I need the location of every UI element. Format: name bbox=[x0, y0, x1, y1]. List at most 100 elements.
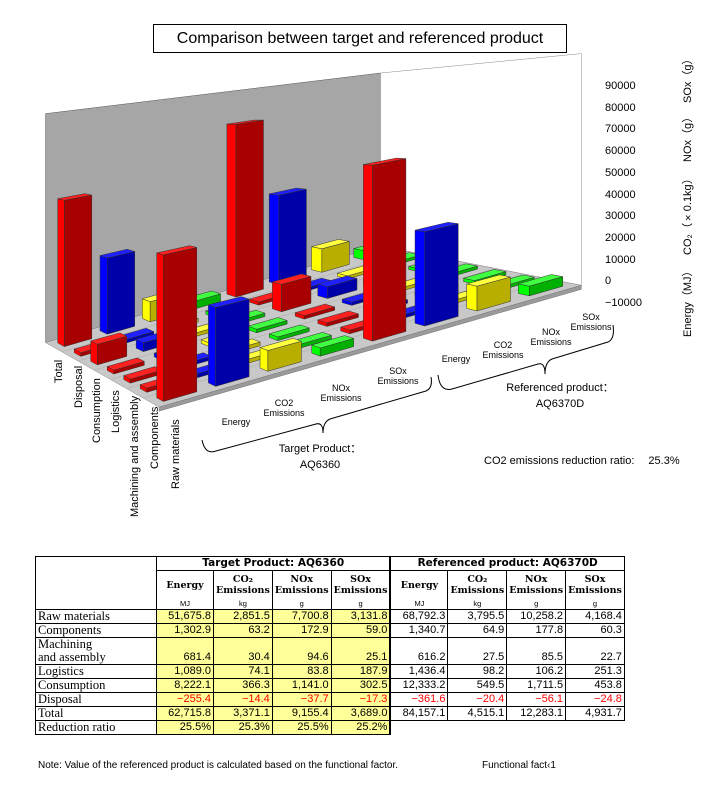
reduction-value-cell: 25.2% bbox=[330, 720, 391, 735]
target-value-cell: 366.3 bbox=[213, 678, 273, 693]
bar-top bbox=[414, 222, 459, 232]
ref-value-cell: 68,792.3 bbox=[389, 609, 449, 624]
z-tick-label: 50000 bbox=[605, 166, 636, 179]
column-label: CO2 Emissions bbox=[477, 340, 529, 360]
z-tick-label: 30000 bbox=[605, 210, 636, 223]
target-value-cell: 302.5 bbox=[330, 678, 391, 693]
target-unit: kg bbox=[213, 599, 273, 610]
bar-top bbox=[294, 303, 336, 316]
ref-value-cell: 12,283.1 bbox=[506, 706, 567, 721]
bar-side bbox=[208, 304, 216, 387]
target-unit: g bbox=[330, 599, 391, 610]
ref-value-cell: 251.3 bbox=[565, 664, 625, 679]
ref-unit: kg bbox=[447, 599, 508, 610]
bar-top bbox=[156, 245, 197, 256]
target-value-cell: 51,675.8 bbox=[156, 609, 214, 624]
bar-top bbox=[463, 269, 506, 281]
bar-front bbox=[372, 158, 407, 342]
column-label-line: NOx bbox=[332, 383, 350, 393]
bar-referenced-4-row-4 bbox=[271, 273, 312, 313]
table-row: Components 1,302.9 63.2 172.9 59.0 1,340.7 64.… bbox=[35, 623, 625, 638]
row-label-line: Consumption bbox=[38, 678, 106, 692]
z-tick-label: 90000 bbox=[605, 80, 636, 92]
target-header: Target Product: AQ6360 bbox=[156, 556, 391, 571]
z-tick-label: 80000 bbox=[605, 101, 636, 114]
ref-value-cell: −24.8 bbox=[565, 692, 625, 707]
chart-title: Comparison between target and referenced… bbox=[153, 24, 567, 53]
column-label-line: Emissions bbox=[482, 350, 524, 360]
row-label-line: and assembly bbox=[38, 650, 106, 664]
bar-side bbox=[272, 281, 282, 313]
bar-side bbox=[414, 229, 425, 327]
target-value-cell: 3,371.1 bbox=[213, 706, 273, 721]
target-value-cell: 681.4 bbox=[156, 637, 214, 665]
bar-front bbox=[106, 251, 135, 335]
bar-top bbox=[90, 332, 128, 345]
header-line: Emissions bbox=[450, 585, 505, 596]
bar-side bbox=[99, 255, 108, 335]
column-label-line: Emissions bbox=[570, 322, 612, 332]
bar-target-3-row-3 bbox=[247, 317, 288, 334]
floor-edge bbox=[158, 284, 582, 412]
bar-target-0-row-6 bbox=[57, 193, 93, 348]
bar-front bbox=[424, 223, 459, 327]
z-tick-label: −10000 bbox=[605, 297, 643, 309]
ref-unit: g bbox=[565, 599, 625, 610]
referenced-brace bbox=[437, 324, 614, 390]
row-label-line: Disposal bbox=[38, 692, 82, 706]
row-label-line: Total bbox=[38, 706, 64, 720]
category-label: Total bbox=[53, 359, 65, 383]
ref-value-cell: 4,515.1 bbox=[447, 706, 508, 721]
reduction-value-cell: 25.5% bbox=[271, 720, 332, 735]
bar-top bbox=[518, 274, 563, 287]
ref-value-cell: 1,436.4 bbox=[389, 664, 449, 679]
side-wall bbox=[380, 53, 582, 286]
ref-value-cell: 60.3 bbox=[565, 623, 625, 638]
target-value-cell: 63.2 bbox=[213, 623, 273, 638]
bar-front bbox=[64, 194, 93, 347]
column-label-line: Emissions bbox=[530, 337, 572, 347]
header-line: Emissions bbox=[568, 585, 622, 596]
target-value-cell: 74.1 bbox=[213, 664, 273, 679]
ref-value-cell: 10,258.2 bbox=[506, 609, 567, 624]
z-tick-label: 70000 bbox=[605, 123, 636, 136]
target-unit: g bbox=[271, 599, 332, 610]
row-label: Raw materials bbox=[35, 609, 157, 624]
column-label: SOx Emissions bbox=[565, 312, 617, 332]
bar-target-0-row-3 bbox=[106, 357, 145, 375]
column-label: CO2 Emissions bbox=[258, 398, 310, 418]
column-label-line: Energy bbox=[441, 354, 471, 364]
bar-chart-3d bbox=[44, 53, 614, 453]
comparison-table: Target Product: AQ6360 Referenced product… bbox=[35, 556, 625, 735]
footnote: Note: Value of the referenced product is… bbox=[38, 760, 399, 771]
z-tick-label: 60000 bbox=[605, 145, 636, 158]
ref-value-cell: 64.9 bbox=[447, 623, 508, 638]
ref-column-header: CO₂ Emissions bbox=[447, 570, 508, 599]
column-label-line: CO2 bbox=[274, 398, 294, 408]
header-line: CO₂ bbox=[467, 574, 488, 585]
target-value-cell: 1,302.9 bbox=[156, 623, 214, 638]
target-group-model: AQ6360 bbox=[299, 459, 341, 471]
column-label: NOx Emissions bbox=[315, 383, 367, 403]
functional-factor: Functional fact‹1 bbox=[482, 760, 556, 771]
target-value-cell: 7,700.8 bbox=[271, 609, 332, 624]
target-value-cell: 62,715.8 bbox=[156, 706, 214, 721]
header-line: Emissions bbox=[509, 585, 564, 596]
table-corner bbox=[35, 556, 157, 610]
bar-top bbox=[123, 366, 163, 380]
referenced-group-label: Referenced product： AQ6370D bbox=[490, 380, 630, 412]
bar-front bbox=[215, 298, 250, 387]
target-value-cell: −37.7 bbox=[271, 692, 332, 707]
bar-referenced-7-row-0 bbox=[518, 274, 564, 297]
target-value-cell: 8,222.1 bbox=[156, 678, 214, 693]
bar-top bbox=[310, 335, 355, 349]
table-row: Machining and assembly 681.4 30.4 94.6 25.1 61… bbox=[35, 637, 625, 665]
z-tick-label: 10000 bbox=[605, 253, 636, 266]
bar-side bbox=[90, 340, 98, 366]
bar-top bbox=[316, 275, 358, 287]
referenced-group-model: AQ6370D bbox=[535, 398, 585, 410]
header-line: NOx bbox=[290, 574, 314, 585]
bar-top bbox=[311, 239, 350, 250]
bar-referenced-5-row-0 bbox=[414, 222, 459, 327]
